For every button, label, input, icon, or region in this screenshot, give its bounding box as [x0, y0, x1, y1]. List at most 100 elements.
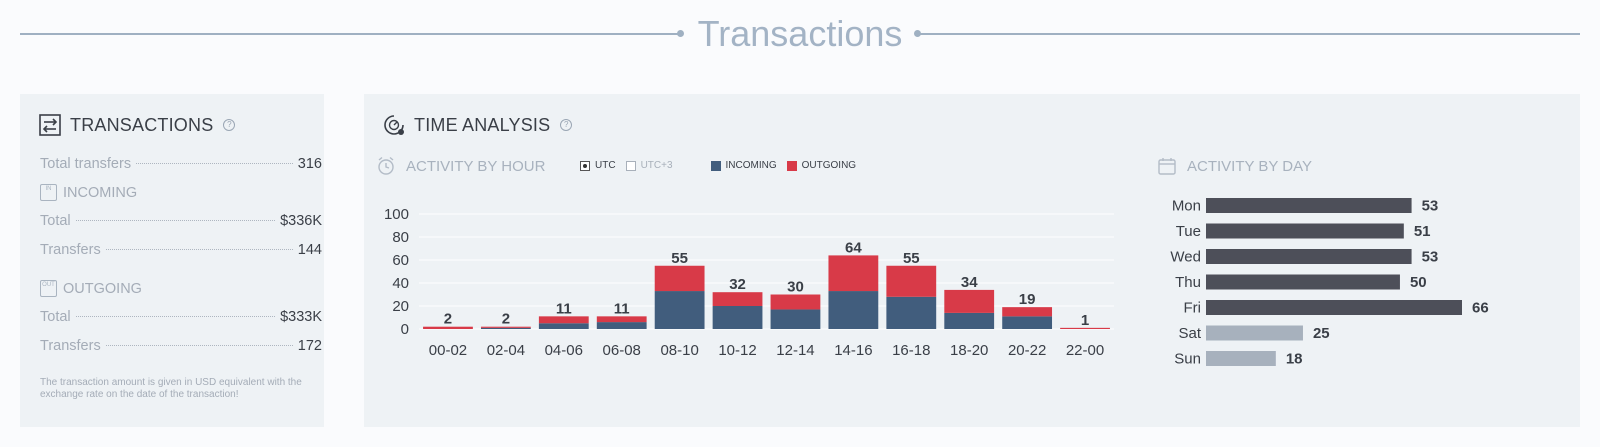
- day-bar: [1206, 300, 1462, 315]
- incoming-bar: [480, 327, 531, 329]
- total-transfers-row: Total transfers 316: [40, 156, 322, 172]
- activity-by-hour-header: ACTIVITY BY HOUR: [376, 156, 545, 176]
- activity-by-hour-chart: 0 20 40 60 80 100 2 00-02 2 02-04 11 04-06 11 06-08 55…: [384, 206, 1114, 359]
- x-tick-label: 22-00: [1066, 342, 1104, 359]
- outgoing-bar: [886, 265, 937, 297]
- day-label: Sat: [1178, 325, 1201, 342]
- clock-gauge-icon: [384, 115, 404, 135]
- y-tick-label: 0: [401, 321, 409, 338]
- y-tick-label: 100: [384, 206, 409, 223]
- day-bar: [1206, 249, 1412, 264]
- day-label: Fri: [1184, 300, 1202, 317]
- tz-option-label: UTC: [595, 160, 616, 171]
- outgoing-icon: OUT: [40, 280, 57, 297]
- outgoing-bar: [480, 326, 531, 328]
- radio-checked-icon[interactable]: [580, 160, 590, 171]
- outgoing-bar: [596, 316, 647, 323]
- day-value-label: 18: [1286, 351, 1303, 368]
- y-tick-label: 40: [392, 275, 409, 292]
- outgoing-bar: [828, 255, 879, 292]
- day-value-label: 53: [1422, 249, 1439, 266]
- dotted-leader: [75, 220, 276, 221]
- bar-total-label: 55: [903, 250, 920, 267]
- outgoing-transfers-label: Transfers: [40, 338, 101, 354]
- outgoing-icon-label: OUT: [42, 282, 55, 288]
- total-transfers-label: Total transfers: [40, 156, 132, 172]
- calendar-icon: [1158, 158, 1176, 175]
- incoming-bar: [886, 296, 937, 329]
- day-value-label: 66: [1472, 300, 1489, 317]
- incoming-bar: [712, 306, 763, 329]
- tz-option-utc3[interactable]: UTC+3: [625, 160, 673, 171]
- transfer-arrows-icon: [39, 114, 61, 136]
- legend-outgoing: OUTGOING: [786, 160, 857, 171]
- incoming-icon: IN: [40, 184, 57, 201]
- legend-label: INCOMING: [725, 160, 777, 171]
- time-analysis-panel: TIME ANALYSIS ? ACTIVITY BY HOUR UTC UTC…: [364, 94, 1580, 427]
- x-tick-label: 16-18: [892, 342, 930, 359]
- day-label: Thu: [1175, 274, 1201, 291]
- hour-chart-legend: UTC UTC+3 INCOMING OUTGOING: [580, 160, 866, 171]
- x-tick-label: 00-02: [429, 342, 467, 359]
- tz-option-utc[interactable]: UTC: [580, 160, 616, 171]
- activity-by-day-chart: Mon 53 Tue 51 Wed 53 Thu 50 Fri 66 Sat 25 Sun 18: [1170, 198, 1489, 368]
- bar-total-label: 30: [787, 279, 804, 296]
- activity-by-day-title: ACTIVITY BY DAY: [1187, 157, 1313, 175]
- day-value-label: 50: [1410, 274, 1427, 291]
- y-tick-label: 20: [392, 298, 409, 315]
- outgoing-swatch: [786, 160, 797, 171]
- dotted-leader: [105, 345, 293, 346]
- legend-incoming: INCOMING: [710, 160, 777, 171]
- outgoing-total-label: Total: [40, 309, 71, 325]
- outgoing-bar: [944, 289, 995, 313]
- header-divider-dot: [677, 30, 684, 37]
- x-tick-label: 02-04: [487, 342, 525, 359]
- time-analysis-header: TIME ANALYSIS ?: [383, 114, 573, 136]
- help-icon[interactable]: ?: [560, 119, 573, 131]
- x-tick-label: 06-08: [603, 342, 641, 359]
- outgoing-bar: [712, 292, 763, 306]
- outgoing-bar: [1002, 307, 1053, 317]
- dotted-leader: [136, 163, 293, 164]
- day-value-label: 25: [1313, 325, 1330, 342]
- incoming-transfers-value: 144: [297, 242, 322, 258]
- incoming-swatch: [710, 160, 721, 171]
- incoming-bar: [828, 291, 879, 329]
- outgoing-transfers-row: Transfers 172: [40, 338, 322, 354]
- outgoing-bar: [1060, 327, 1110, 329]
- outgoing-heading: OUT OUTGOING: [40, 280, 142, 297]
- incoming-bar: [770, 309, 821, 329]
- day-label: Wed: [1170, 249, 1201, 266]
- incoming-icon-label: IN: [45, 186, 52, 192]
- day-bar: [1206, 198, 1412, 213]
- tz-option-label: UTC+3: [640, 160, 673, 171]
- outgoing-bar: [423, 326, 473, 329]
- x-tick-label: 18-20: [950, 342, 988, 359]
- day-bar: [1206, 274, 1400, 290]
- bar-total-label: 11: [556, 300, 572, 317]
- radio-unchecked-icon[interactable]: [625, 160, 636, 171]
- x-tick-label: 14-16: [834, 342, 872, 359]
- legend-label: OUTGOING: [801, 160, 857, 171]
- x-tick-label: 10-12: [718, 342, 756, 359]
- x-tick-label: 20-22: [1008, 342, 1046, 359]
- transactions-panel-title: TRANSACTIONS: [70, 114, 214, 135]
- alarm-clock-icon: [378, 156, 394, 175]
- day-bar: [1206, 223, 1404, 239]
- bar-total-label: 64: [845, 239, 862, 256]
- activity-by-day-header: ACTIVITY BY DAY: [1157, 156, 1312, 176]
- usd-note: The transaction amount is given in USD e…: [40, 377, 302, 400]
- incoming-total-value: $336K: [280, 213, 322, 229]
- day-value-label: 53: [1422, 198, 1439, 215]
- header-divider-right: [918, 33, 1580, 35]
- bar-total-label: 19: [1019, 291, 1036, 308]
- bar-total-label: 11: [614, 300, 630, 317]
- time-analysis-title: TIME ANALYSIS: [414, 114, 551, 135]
- day-bar: [1206, 351, 1276, 366]
- help-icon[interactable]: ?: [223, 119, 236, 131]
- x-tick-label: 04-06: [545, 342, 583, 359]
- incoming-total-row: Total $336K: [40, 213, 322, 229]
- incoming-total-label: Total: [40, 213, 71, 229]
- y-tick-label: 80: [392, 229, 409, 246]
- day-label: Tue: [1176, 223, 1201, 240]
